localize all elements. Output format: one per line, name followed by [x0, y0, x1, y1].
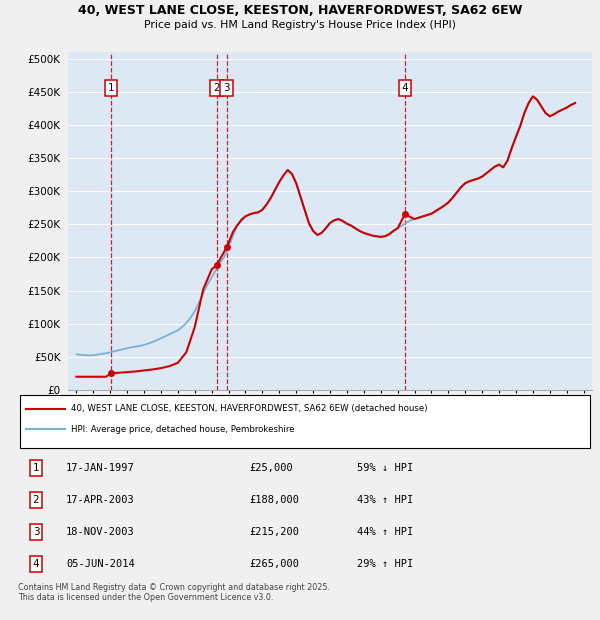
- Text: 1: 1: [32, 463, 40, 473]
- Text: 05-JUN-2014: 05-JUN-2014: [66, 559, 135, 569]
- Text: 2: 2: [32, 495, 40, 505]
- Text: 17-JAN-1997: 17-JAN-1997: [66, 463, 135, 473]
- Text: £215,200: £215,200: [249, 527, 299, 537]
- Text: £265,000: £265,000: [249, 559, 299, 569]
- Text: 29% ↑ HPI: 29% ↑ HPI: [357, 559, 413, 569]
- Text: 4: 4: [401, 83, 408, 93]
- Text: 43% ↑ HPI: 43% ↑ HPI: [357, 495, 413, 505]
- Text: 17-APR-2003: 17-APR-2003: [66, 495, 135, 505]
- Text: 3: 3: [223, 83, 230, 93]
- Text: 4: 4: [32, 559, 40, 569]
- Text: 44% ↑ HPI: 44% ↑ HPI: [357, 527, 413, 537]
- Text: Contains HM Land Registry data © Crown copyright and database right 2025.
This d: Contains HM Land Registry data © Crown c…: [18, 583, 330, 603]
- Text: 3: 3: [32, 527, 40, 537]
- Text: HPI: Average price, detached house, Pembrokeshire: HPI: Average price, detached house, Pemb…: [71, 425, 295, 433]
- Text: 2: 2: [213, 83, 220, 93]
- Text: 40, WEST LANE CLOSE, KEESTON, HAVERFORDWEST, SA62 6EW: 40, WEST LANE CLOSE, KEESTON, HAVERFORDW…: [78, 4, 522, 17]
- Text: £25,000: £25,000: [249, 463, 293, 473]
- Text: £188,000: £188,000: [249, 495, 299, 505]
- Text: 18-NOV-2003: 18-NOV-2003: [66, 527, 135, 537]
- Text: Price paid vs. HM Land Registry's House Price Index (HPI): Price paid vs. HM Land Registry's House …: [144, 20, 456, 30]
- Text: 40, WEST LANE CLOSE, KEESTON, HAVERFORDWEST, SA62 6EW (detached house): 40, WEST LANE CLOSE, KEESTON, HAVERFORDW…: [71, 404, 427, 414]
- Text: 1: 1: [107, 83, 114, 93]
- Text: 59% ↓ HPI: 59% ↓ HPI: [357, 463, 413, 473]
